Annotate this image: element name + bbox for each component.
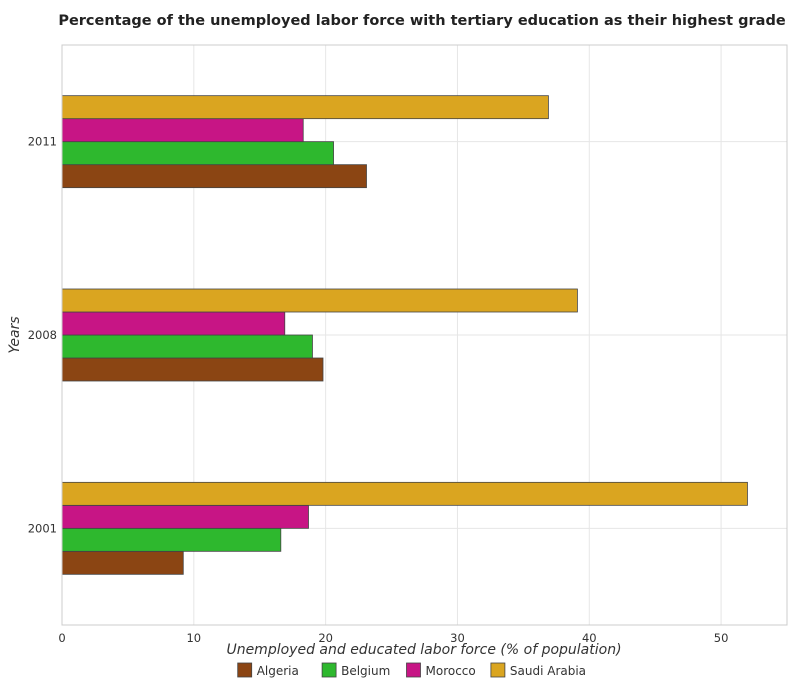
y-tick-label: 2008 [28, 328, 57, 342]
legend-swatch [321, 662, 337, 678]
bar-algeria-2008 [61, 357, 324, 382]
bar-belgium-2001 [61, 527, 282, 552]
y-axis-ticks: 2001 2008 2011 [28, 135, 57, 536]
legend-swatch [490, 662, 506, 678]
x-tick-label: 50 [714, 631, 729, 645]
bar-algeria-2001 [61, 550, 184, 575]
bar-saudi-arabia-2008 [61, 288, 578, 313]
y-tick-label: 2001 [28, 521, 57, 535]
legend-label: Saudi Arabia [510, 664, 586, 678]
bar-morocco-2008 [61, 311, 286, 336]
legend: Algeria Belgium Morocco Saudi Arabia [237, 662, 586, 678]
y-tick-label: 2011 [28, 135, 57, 149]
x-tick-label: 40 [582, 631, 597, 645]
bar-saudi-arabia-2011 [61, 95, 549, 120]
x-axis-ticks: 0 10 20 30 40 50 [58, 631, 728, 645]
chart-title: Percentage of the unemployed labor force… [58, 13, 786, 29]
legend-swatch [237, 662, 253, 678]
bar-belgium-2008 [61, 334, 313, 359]
x-tick-label: 10 [186, 631, 201, 645]
legend-label: Algeria [257, 664, 299, 678]
bar-algeria-2011 [61, 164, 367, 189]
x-tick-label: 0 [58, 631, 65, 645]
x-axis-label: Unemployed and educated labor force (% o… [226, 642, 621, 658]
bar-morocco-2011 [61, 118, 304, 143]
plot-frame [61, 44, 788, 626]
legend-label: Morocco [426, 664, 476, 678]
bar-belgium-2011 [61, 141, 334, 166]
legend-swatch [406, 662, 421, 678]
bar-saudi-arabia-2001 [61, 481, 748, 506]
legend-label: Belgium [341, 664, 390, 678]
y-axis-label: Years [7, 316, 23, 353]
x-tick-label: 30 [450, 631, 465, 645]
bar-morocco-2001 [61, 504, 309, 529]
x-tick-label: 20 [318, 631, 333, 645]
